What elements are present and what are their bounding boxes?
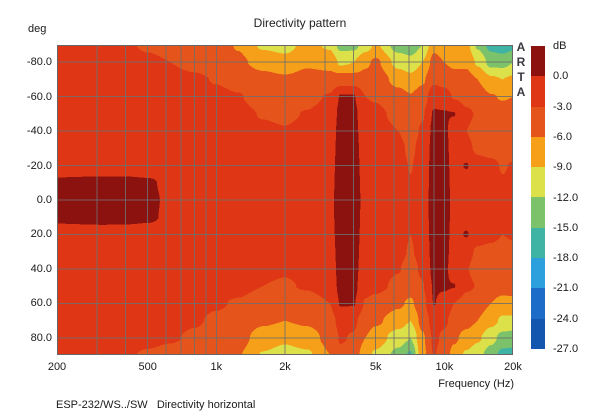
colorbar-segment [531, 288, 545, 319]
y-tick-label: 60.0 [30, 297, 52, 310]
x-tick-label: 5k [369, 361, 382, 373]
y-tick-label: -20.0 [26, 159, 52, 172]
x-tick-label: 2k [279, 361, 291, 373]
directivity-heatmap-canvas [57, 45, 513, 355]
x-axis-label: Frequency (Hz) [438, 378, 514, 390]
colorbar-segment [531, 227, 545, 259]
arta-watermark-letter: T [517, 70, 525, 84]
colorbar-tick-label: -21.0 [553, 282, 579, 295]
x-tick-label: 20k [504, 361, 522, 373]
y-axis-unit-label: deg [28, 23, 47, 35]
colorbar-segment [531, 106, 545, 137]
y-tick-label: 40.0 [30, 262, 52, 275]
colorbar-tick-label: -9.0 [553, 161, 572, 174]
x-tick-label: 10k [435, 361, 454, 373]
colorbar-tick-label: -12.0 [553, 191, 579, 204]
x-tick-label: 500 [138, 361, 157, 373]
colorbar-tick-label: -27.0 [553, 343, 579, 355]
colorbar-tick-label: 0.0 [553, 70, 569, 83]
x-tick-label: 1k [210, 361, 223, 373]
colorbar [531, 46, 545, 349]
colorbar-unit-label: dB [553, 40, 567, 52]
colorbar-segment [531, 167, 545, 198]
colorbar-tick-label: -18.0 [553, 252, 579, 265]
y-tick-label: -40.0 [26, 125, 52, 138]
colorbar-segment [531, 318, 545, 349]
y-tick-label: -60.0 [26, 90, 52, 103]
y-tick-label: 20.0 [30, 228, 52, 241]
colorbar-segment [531, 136, 545, 168]
colorbar-segment [531, 76, 545, 107]
y-tick-label: -80.0 [26, 56, 52, 69]
colorbar-tick-label: -24.0 [553, 312, 579, 325]
colorbar-tick-label: -15.0 [553, 221, 579, 234]
x-tick-label: 200 [47, 361, 67, 373]
plot-area [57, 45, 513, 355]
colorbar-tick-label: -6.0 [553, 130, 572, 143]
colorbar-tick-label: -3.0 [553, 100, 572, 113]
colorbar-segment [531, 46, 545, 77]
colorbar-segment [531, 197, 545, 228]
footer-caption: ESP-232/WS../SW Directivity horizontal [56, 399, 256, 411]
chart-title: Directivity pattern [253, 16, 347, 30]
arta-watermark-letter: A [516, 85, 526, 99]
y-tick-label: 0.0 [36, 194, 52, 206]
arta-watermark-letter: A [516, 40, 526, 54]
y-tick-label: 80.0 [30, 331, 52, 344]
colorbar-segment [531, 258, 545, 289]
arta-watermark-letter: R [516, 55, 526, 69]
